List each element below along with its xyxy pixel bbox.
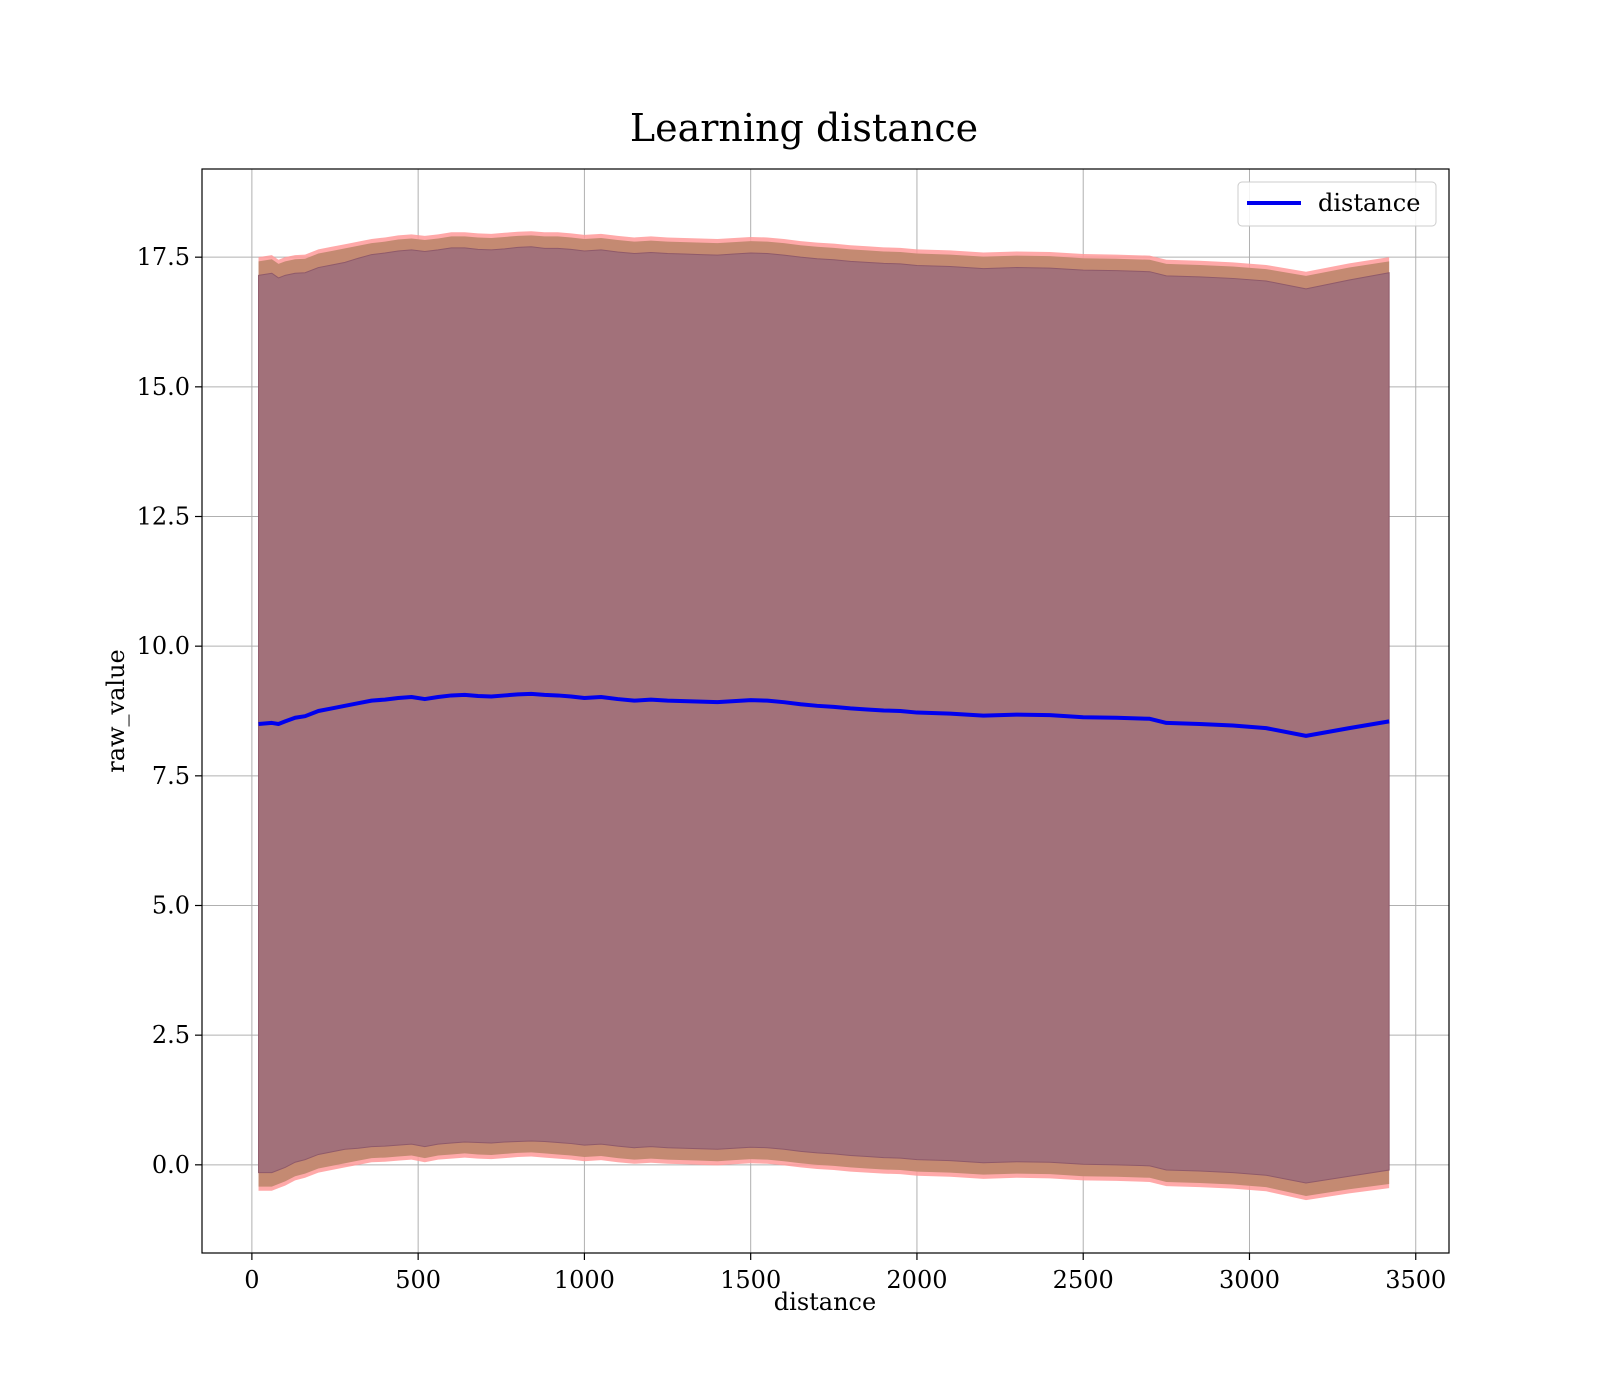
legend-box — [1237, 181, 1437, 227]
y-tick-label: 0.0 — [152, 1151, 190, 1179]
x-tick-label: 2000 — [886, 1266, 947, 1294]
x-tick-label: 1500 — [720, 1266, 781, 1294]
y-tick-label: 17.5 — [137, 243, 190, 271]
x-tick-label: 1000 — [554, 1266, 615, 1294]
x-tick-label: 3500 — [1385, 1266, 1446, 1294]
x-tick-label: 2500 — [1053, 1266, 1114, 1294]
legend: distance — [1237, 181, 1437, 227]
series-line-distance — [258, 691, 1390, 738]
chart-title: Learning distance — [630, 106, 978, 150]
series-lines — [258, 691, 1390, 738]
confidence-bands — [258, 231, 1390, 1201]
x-tick-label: 3000 — [1219, 1266, 1280, 1294]
x-tick-label: 500 — [395, 1266, 441, 1294]
legend-label-distance: distance — [1318, 189, 1420, 217]
y-tick-label: 10.0 — [137, 632, 190, 660]
y-tick-label: 15.0 — [137, 373, 190, 401]
y-tick-label: 7.5 — [152, 762, 190, 790]
x-axis-ticks: 0 500 1000 1500 2000 2500 3000 3500 — [244, 1253, 1446, 1294]
y-axis-label: raw_value — [102, 649, 130, 773]
y-tick-label: 5.0 — [152, 891, 190, 919]
plot-frame — [201, 168, 1450, 1254]
x-axis-label: distance — [774, 1288, 876, 1316]
y-tick-label: 12.5 — [137, 503, 190, 531]
x-tick-label: 0 — [244, 1266, 259, 1294]
y-axis-ticks: 0.0 2.5 5.0 7.5 10.0 12.5 15.0 17.5 — [137, 243, 202, 1179]
inner-band — [258, 246, 1390, 1184]
y-tick-label: 2.5 — [152, 1021, 190, 1049]
